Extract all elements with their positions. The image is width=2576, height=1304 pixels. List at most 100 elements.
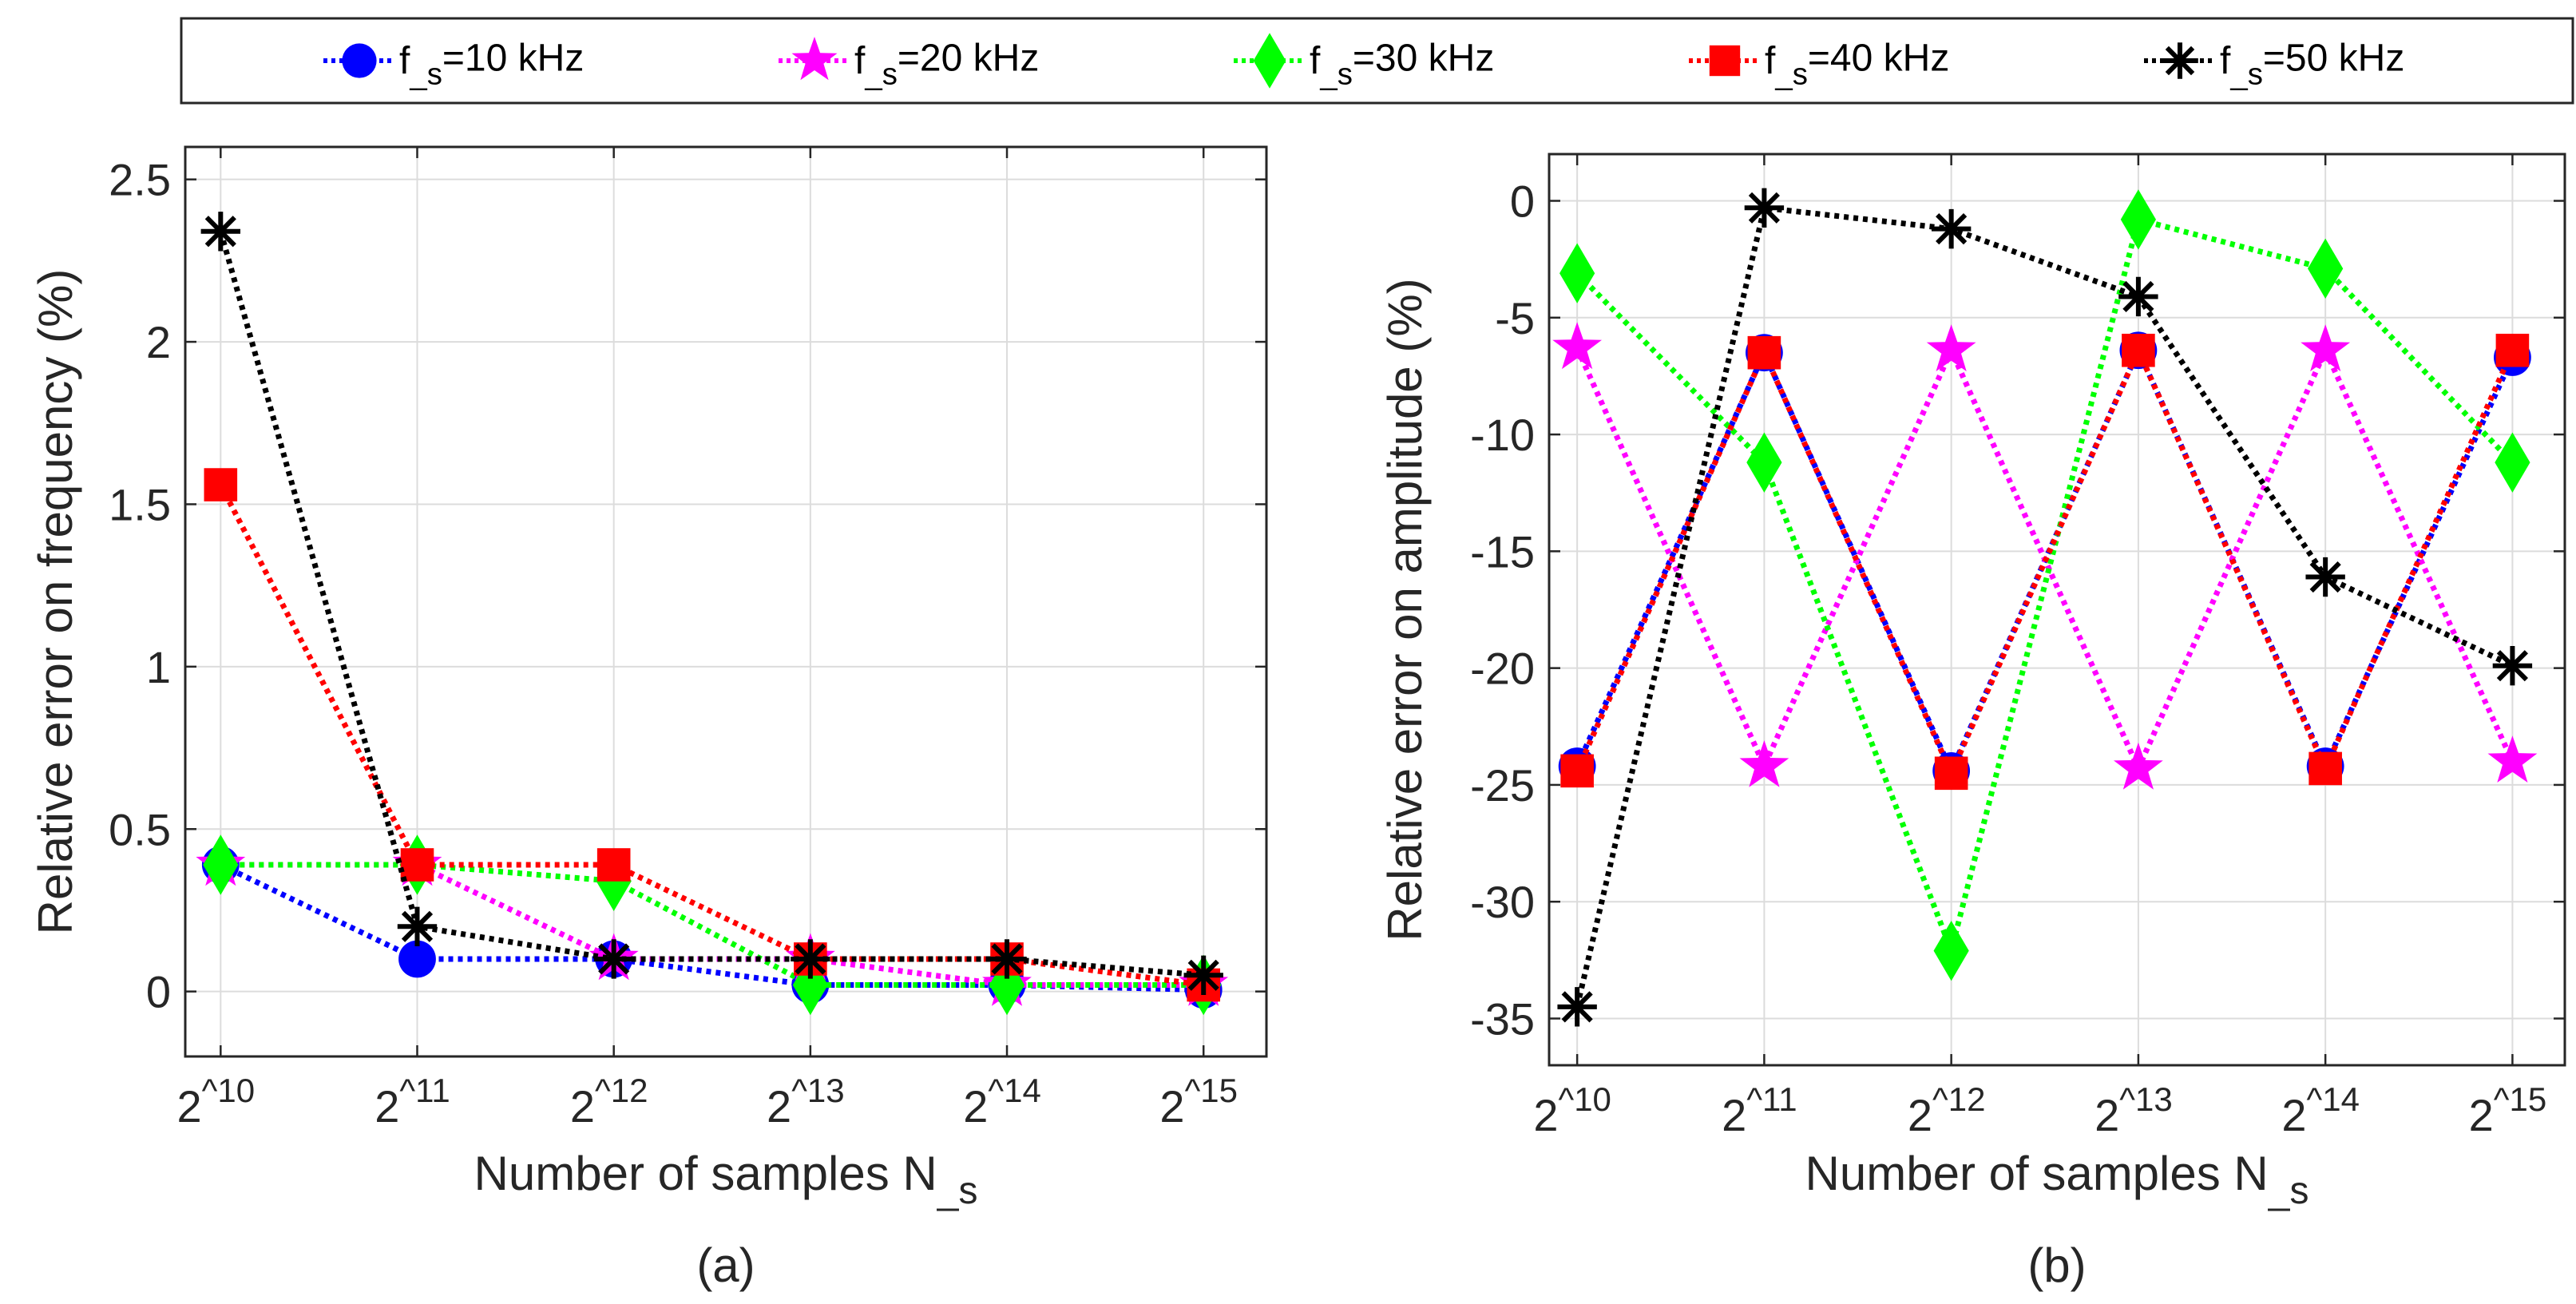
diamond-marker	[2495, 432, 2530, 493]
pentagram-marker	[2487, 735, 2538, 783]
asterisk-marker	[200, 212, 241, 252]
x-axis-label: Number of samples N_s	[474, 1147, 978, 1212]
pentagram-marker	[1926, 324, 1976, 371]
axes-box	[184, 145, 1268, 1058]
legend-item: f_s=50 kHz	[2144, 38, 2404, 92]
series-line	[218, 483, 1204, 988]
plot-a: 0 0.5 1 1.5 2 2.5 2^10 2^11 2^12 2^13 2^14 2^15 Numb…	[29, 145, 1268, 1292]
pentagram-marker	[791, 37, 838, 81]
legend-label: f_s=10 kHz	[399, 38, 584, 92]
pentagram-marker	[1739, 740, 1789, 787]
x-tick-label: 2^13	[767, 1072, 845, 1132]
y-axis-label: Relative error on frequency (%)	[29, 269, 82, 935]
diamond-marker	[2308, 238, 2344, 299]
square-marker	[2308, 751, 2342, 786]
series-30khz	[1559, 189, 2530, 981]
y-tick-label: -5	[1495, 293, 1535, 343]
y-tick-label: 1	[146, 642, 171, 692]
circle-marker	[398, 940, 436, 978]
legend-label: f_s=20 kHz	[854, 38, 1039, 92]
plot-area	[185, 147, 1266, 1056]
legend-label: f_s=30 kHz	[1310, 38, 1494, 92]
y-tick-label: -35	[1470, 993, 1535, 1044]
square-marker	[1934, 756, 1968, 791]
asterisk-marker	[593, 939, 634, 979]
series-50khz	[200, 212, 1223, 996]
diamond-marker	[792, 954, 828, 1016]
y-tick-label: 1.5	[109, 479, 171, 529]
subplot-caption: (a)	[696, 1239, 755, 1292]
x-tick-label: 2^11	[375, 1072, 450, 1132]
legend-item: f_s=30 kHz	[1234, 33, 1494, 91]
asterisk-marker	[397, 906, 438, 946]
x-tick-label: 2^13	[2094, 1080, 2173, 1140]
series-line	[1575, 216, 2515, 961]
series-line	[217, 230, 1204, 978]
diamond-marker	[2120, 189, 2157, 250]
series-40khz	[1560, 333, 2530, 791]
x-axis-label: Number of samples N_s	[1805, 1147, 2309, 1212]
y-tick-label: 0	[1510, 176, 1535, 227]
axes-box	[1548, 153, 2566, 1067]
pentagram-marker	[2114, 742, 2163, 790]
square-marker	[596, 848, 631, 882]
plot-b: 0 -5 -10 -15 -20 -25 -30 -35 2^10 2^11 2^12 2^13 2^1…	[1378, 153, 2566, 1292]
diamond-marker	[1746, 432, 1782, 493]
diamond-marker	[1253, 33, 1286, 89]
square-marker	[204, 468, 238, 501]
asterisk-marker	[987, 939, 1027, 979]
y-tick-label: -30	[1470, 877, 1535, 927]
square-marker	[400, 848, 434, 882]
square-marker	[2495, 333, 2530, 367]
x-tick-label: 2^10	[177, 1072, 256, 1132]
circle-marker	[342, 43, 377, 78]
x-tick-label: 2^14	[963, 1072, 1041, 1132]
series-line	[220, 862, 1204, 988]
x-tick-label: 2^10	[1533, 1080, 1611, 1140]
series-line	[1574, 204, 2514, 1008]
asterisk-marker	[2118, 276, 2158, 317]
asterisk-marker	[1183, 955, 1223, 996]
diamond-marker	[1933, 920, 1969, 981]
subplot-caption: (b)	[2027, 1239, 2086, 1292]
diamond-marker	[203, 834, 239, 895]
y-tick-label: 0.5	[109, 804, 171, 854]
asterisk-marker	[1744, 188, 1785, 228]
legend: f_s=10 kHz f_s=20 kHz f_s=30 kHz f_s=40 kHz…	[180, 17, 2574, 105]
asterisk-marker	[2305, 557, 2345, 597]
x-tick-label: 2^12	[1908, 1080, 1986, 1140]
asterisk-marker	[2162, 42, 2198, 79]
legend-item: f_s=40 kHz	[1689, 38, 1949, 92]
asterisk-marker	[1931, 208, 1972, 249]
y-tick-label: 0	[146, 967, 171, 1017]
x-tick-label: 2^12	[570, 1072, 648, 1132]
plot-area	[1549, 154, 2565, 1065]
legend-label: f_s=40 kHz	[1765, 38, 1949, 92]
asterisk-marker	[1557, 987, 1597, 1027]
asterisk-marker	[2492, 646, 2533, 686]
series-50khz	[1557, 188, 2533, 1027]
square-marker	[1560, 754, 1594, 788]
legend-item: f_s=20 kHz	[779, 37, 1039, 91]
pentagram-marker	[1552, 322, 1602, 370]
y-tick-label: 2.5	[109, 155, 171, 205]
y-tick-label: -20	[1470, 644, 1535, 694]
diamond-marker	[1559, 243, 1595, 303]
y-tick-label: -10	[1470, 410, 1535, 460]
y-axis-label: Relative error on amplitude (%)	[1378, 278, 1432, 941]
legend-item: f_s=10 kHz	[323, 38, 584, 92]
asterisk-marker	[791, 939, 830, 979]
square-marker	[1709, 45, 1741, 77]
pentagram-marker	[2301, 324, 2351, 371]
x-tick-label: 2^15	[2469, 1080, 2547, 1140]
x-tick-label: 2^14	[2281, 1080, 2360, 1140]
legend-label: f_s=50 kHz	[2220, 38, 2404, 92]
square-marker	[2122, 333, 2155, 367]
x-tick-label: 2^11	[1722, 1080, 1797, 1140]
square-marker	[1747, 335, 1781, 370]
y-tick-label: -25	[1470, 760, 1535, 811]
y-tick-label: 2	[146, 317, 171, 367]
x-tick-label: 2^15	[1159, 1072, 1238, 1132]
y-tick-label: -15	[1470, 526, 1535, 577]
